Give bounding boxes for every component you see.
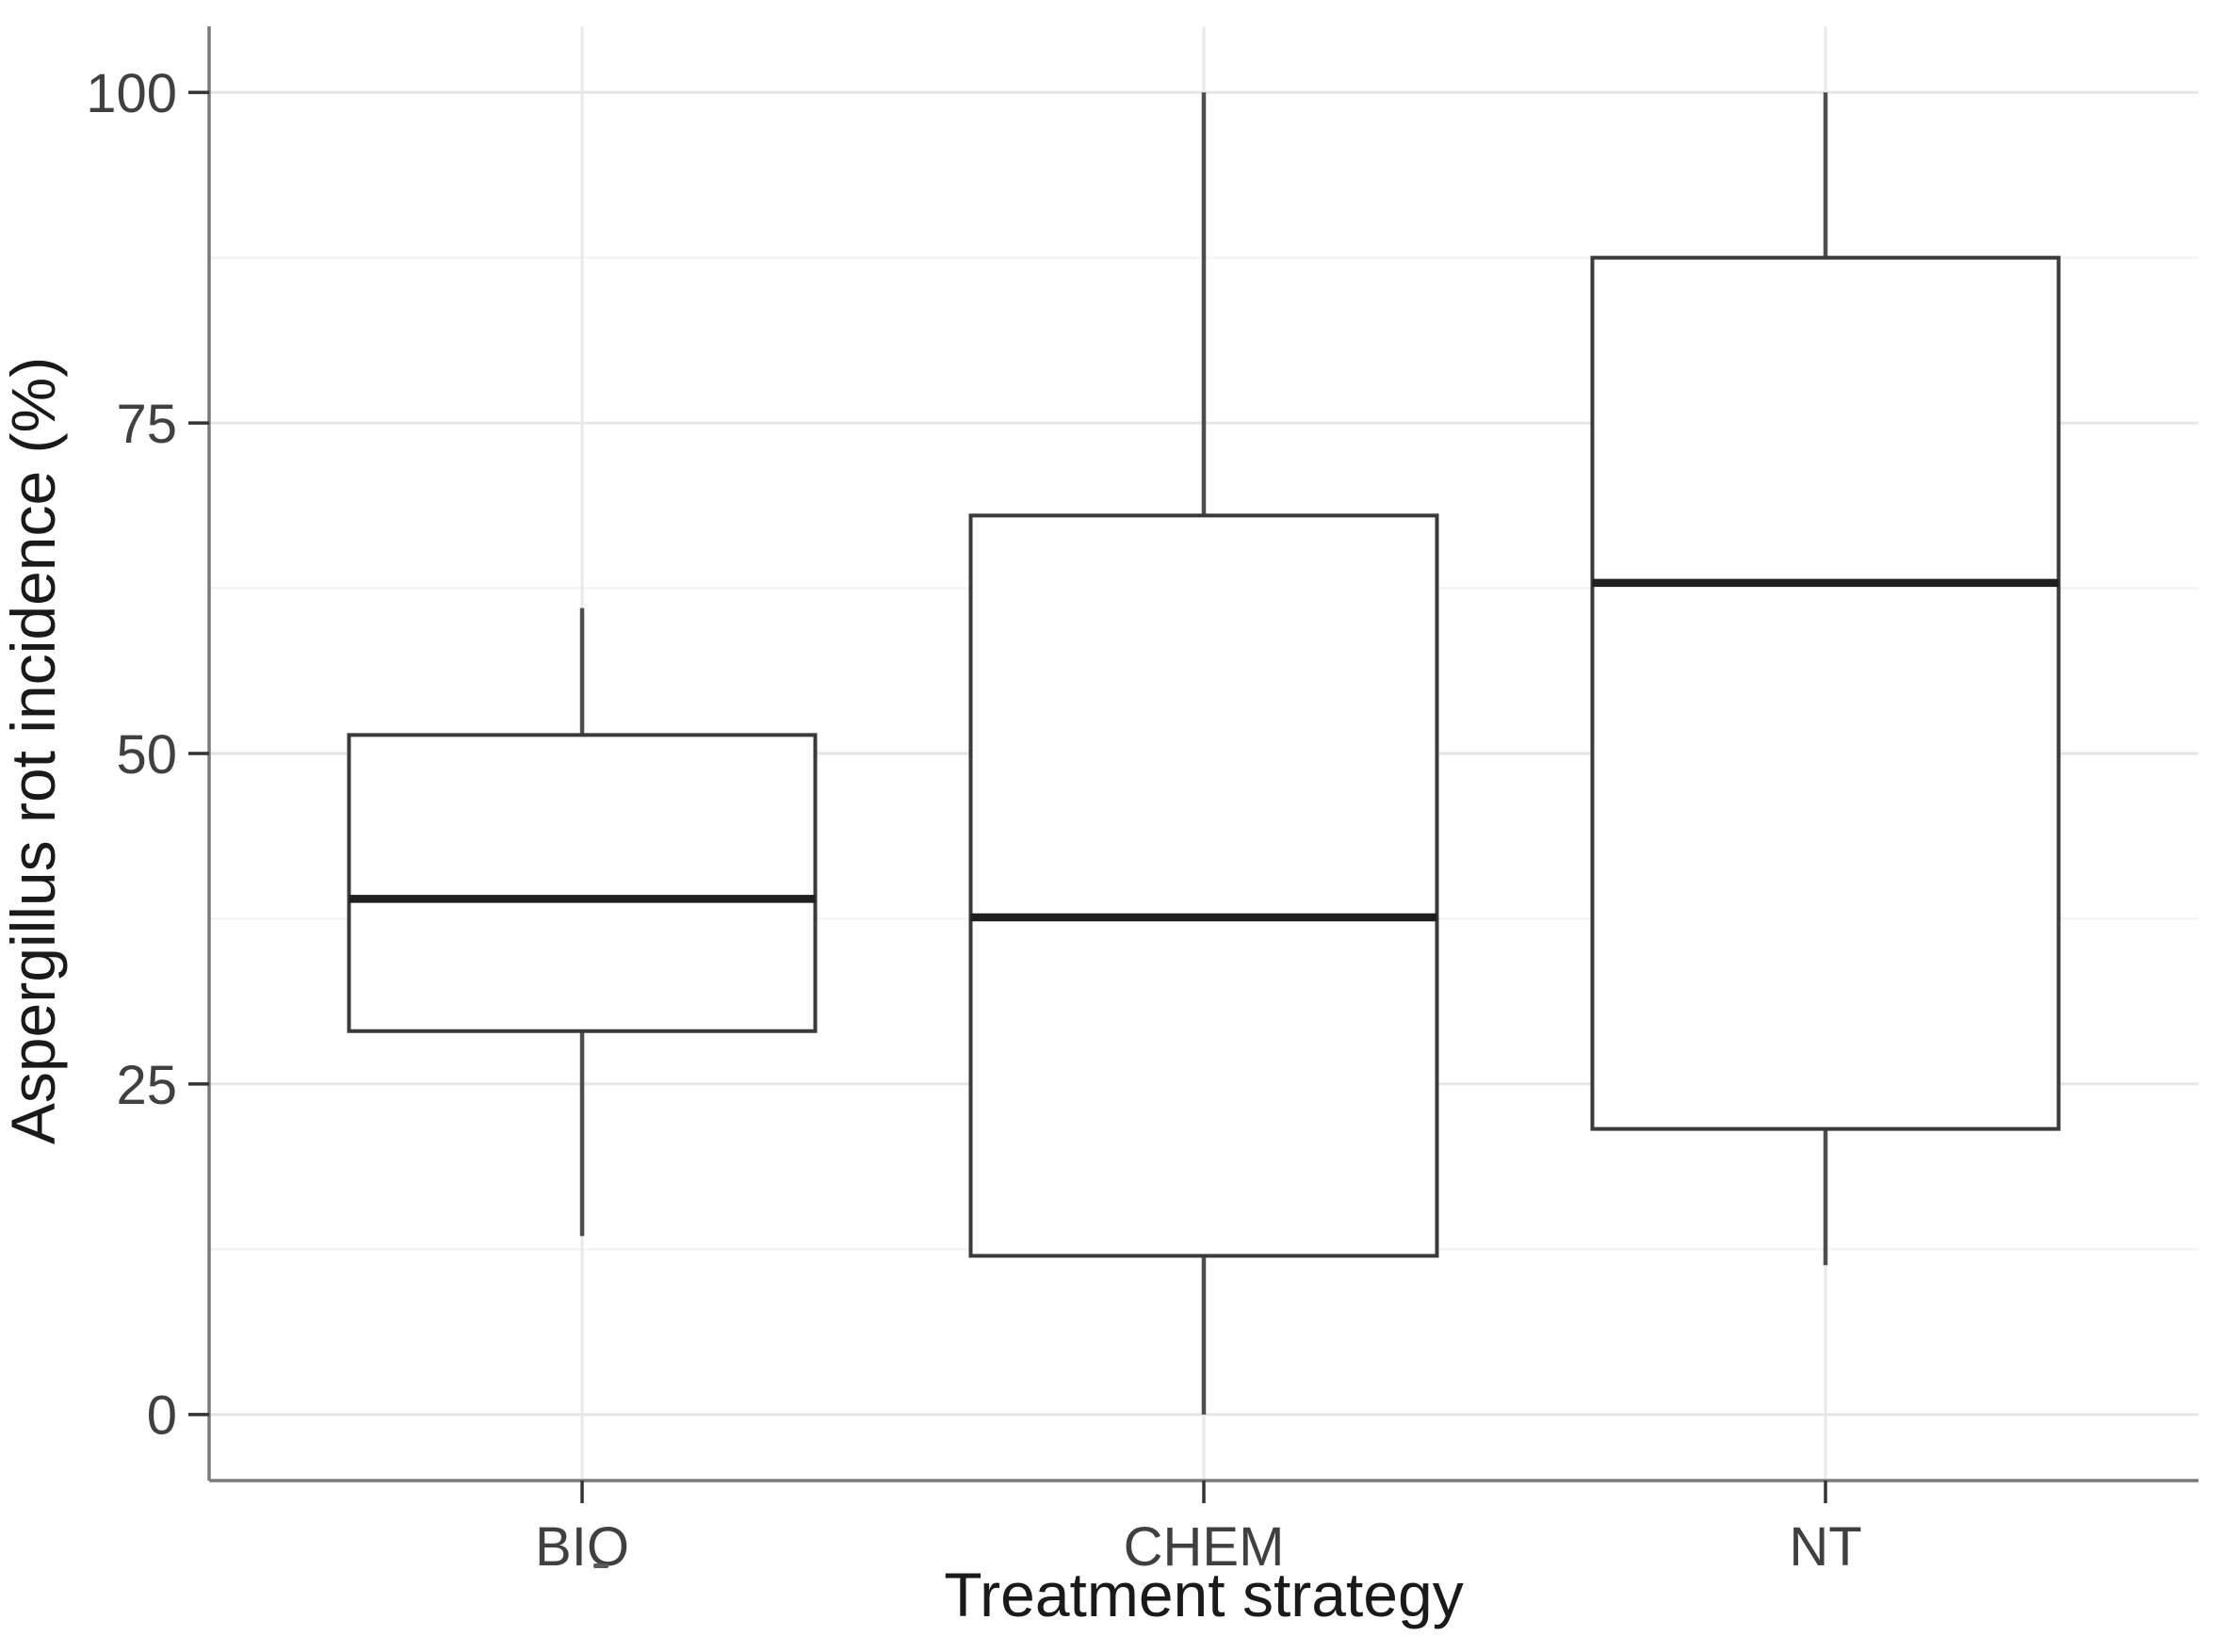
- boxplot-group-chem: [968, 92, 1439, 1415]
- x-axis-title: Treatment strategy: [944, 1560, 1463, 1629]
- boxplot-group-bio: [347, 607, 818, 1237]
- y-tick-label: 0: [147, 1385, 177, 1447]
- x-tick-label: CHEM: [1124, 1516, 1285, 1578]
- axis-lines-and-ticks: [188, 26, 2199, 1503]
- x-tick-label: NT: [1789, 1516, 1861, 1578]
- y-tick-label: 50: [116, 724, 177, 786]
- stray-mark-artifact: [593, 1563, 608, 1568]
- iqr-box: [968, 513, 1439, 1258]
- iqr-box: [1590, 255, 2061, 1131]
- boxplot-boxes: [347, 92, 2061, 1415]
- boxplot-group-nt: [1590, 92, 2061, 1266]
- iqr-box: [347, 733, 818, 1033]
- y-tick-label: 25: [116, 1055, 177, 1116]
- x-tick-label: BIO: [535, 1516, 629, 1578]
- y-axis-title: Aspergillus rot incidence (%): [0, 357, 68, 1144]
- y-tick-label: 75: [116, 394, 177, 455]
- y-tick-label: 100: [86, 63, 177, 124]
- tick-labels: 0 25 50 75 100 BIO CHEM NT: [86, 63, 1861, 1578]
